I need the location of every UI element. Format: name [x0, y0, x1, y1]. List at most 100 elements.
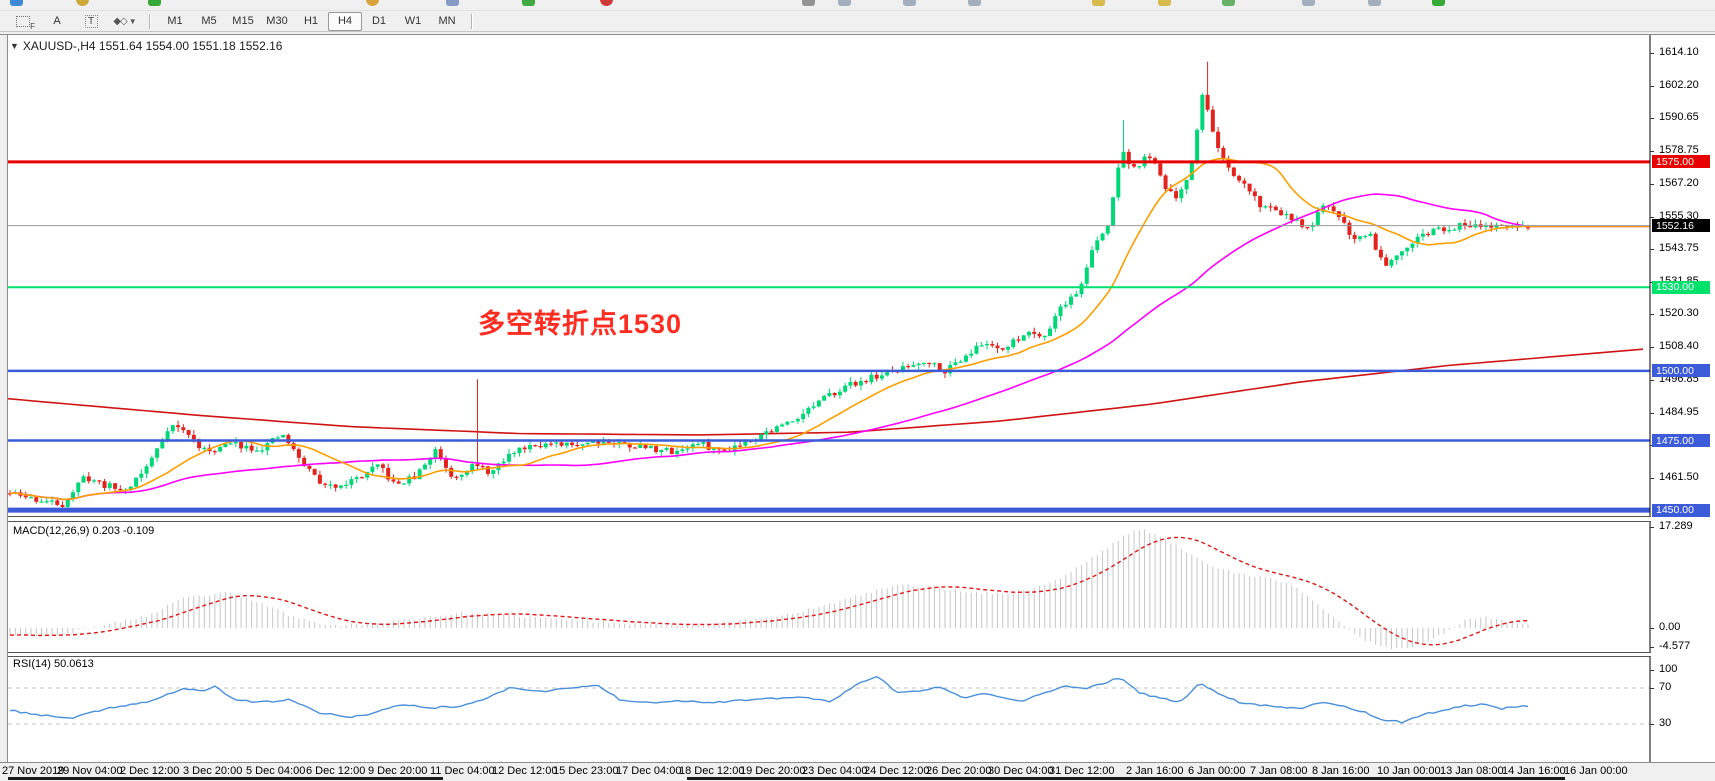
timeframe-button-m1[interactable]: M1 [167, 15, 183, 27]
scale-tick [1650, 670, 1654, 671]
chevron-down-icon: ▼ [128, 16, 137, 26]
panel-splitter[interactable] [8, 516, 1715, 522]
shapes-dropdown-button[interactable]: ◆◇ ▼ [108, 12, 142, 31]
date-label: 8 Jan 16:00 [1312, 765, 1370, 777]
add-indicator-icon[interactable] [148, 0, 161, 6]
scale-tick [1650, 248, 1654, 250]
window-left-border [7, 35, 8, 762]
scrollbar-segment[interactable] [8, 777, 443, 780]
timeframe-button-w1[interactable]: W1 [404, 15, 422, 27]
scale-tick [1650, 314, 1654, 316]
timeframe-button-m15[interactable]: M15 [232, 15, 254, 27]
grid-f-icon: F [16, 15, 35, 31]
timeframe-button-mn[interactable]: MN [438, 15, 456, 27]
symbol-collapse-icon[interactable]: ▼ [10, 41, 19, 51]
date-label: 6 Jan 00:00 [1188, 765, 1246, 777]
date-label: 15 Dec 23:00 [553, 765, 619, 777]
date-label: 17 Dec 04:00 [616, 765, 682, 777]
price-level-badge: 1575.00 [1652, 155, 1710, 169]
price-level-badge: 1500.00 [1652, 364, 1710, 378]
price-tick-label: 1461.50 [1659, 471, 1699, 484]
scale-tick [1650, 379, 1654, 381]
zoom-out-icon[interactable] [1368, 0, 1381, 6]
date-label: 31 Dec 12:00 [1049, 765, 1115, 777]
refresh-icon[interactable] [522, 0, 535, 6]
cursor-icon[interactable] [1092, 0, 1105, 6]
current-price-badge: 1552.16 [1652, 219, 1710, 233]
timeframe-button-h4[interactable]: H4 [328, 11, 362, 31]
date-label: 7 Jan 08:00 [1250, 765, 1308, 777]
panel-splitter[interactable] [8, 652, 1715, 657]
scale-tick [1650, 347, 1654, 349]
text-label-button[interactable]: A [53, 15, 61, 27]
time-axis[interactable]: 27 Nov 2019 29 Nov 04:00 2 Dec 12:00 3 Dec … [0, 763, 1715, 781]
timeframe-button-m30[interactable]: M30 [266, 15, 288, 27]
scale-tick [1650, 526, 1654, 528]
scale-tick [1650, 216, 1654, 218]
date-label: 27 Nov 2019 [2, 765, 65, 777]
window-bottom-border [0, 762, 1715, 763]
bar-chart-icon[interactable] [838, 0, 851, 6]
grid-icon[interactable] [1222, 0, 1235, 6]
rsi-scale-label: 100 [1659, 663, 1678, 675]
timeframe-button-h1[interactable]: H1 [303, 15, 319, 27]
price-tick-label: 1543.75 [1659, 241, 1699, 254]
shapes-icon: ◆◇ [113, 15, 127, 27]
date-label: 12 Dec 12:00 [492, 765, 558, 777]
date-label: 2 Dec 12:00 [120, 765, 180, 777]
timeframe-button-m5[interactable]: M5 [201, 15, 217, 27]
price-tick-label: 1555.30 [1659, 209, 1699, 222]
stop-icon[interactable] [600, 0, 613, 6]
date-label: 30 Dec 04:00 [988, 765, 1054, 777]
scrollbar-segment[interactable] [687, 777, 1565, 780]
crosshair-icon[interactable] [1158, 0, 1171, 6]
date-label: 13 Jan 08:00 [1440, 765, 1504, 777]
top-toolbar[interactable] [0, 0, 1715, 11]
price-level-badge: 1530.00 [1652, 280, 1710, 294]
macd-scale-label: 17.289 [1659, 519, 1693, 532]
scale-tick [1650, 53, 1654, 54]
date-label: 2 Jan 16:00 [1126, 765, 1184, 777]
chart-title-text: XAUUSD-,H4 1551.64 1554.00 1551.18 1552.… [22, 39, 283, 53]
date-label: 14 Jan 16:00 [1502, 765, 1566, 777]
date-label: 18 Dec 12:00 [679, 765, 745, 777]
add-chart-icon[interactable] [1432, 0, 1445, 6]
scale-tick [1650, 151, 1654, 153]
macd-scale-label: -4.577 [1659, 640, 1691, 652]
scale-tick [1650, 688, 1654, 689]
price-tick-label: 1590.65 [1659, 111, 1699, 124]
chart-text-annotation[interactable]: 多空转折点1530 [478, 309, 683, 339]
price-level-badge: 1475.00 [1652, 434, 1710, 448]
price-scale[interactable]: 1614.10 1602.20 1590.65 1578.75 1567.20 1555.… [1650, 35, 1715, 762]
new-chart-icon[interactable] [10, 0, 23, 6]
print-icon[interactable] [446, 0, 459, 6]
alert-icon[interactable] [366, 0, 379, 6]
date-label: 10 Jan 00:00 [1377, 765, 1441, 777]
date-label: 29 Nov 04:00 [57, 765, 123, 777]
zoom-in-icon[interactable] [1302, 0, 1315, 6]
date-label: 5 Dec 04:00 [246, 765, 306, 777]
text-box-button[interactable]: T [74, 12, 108, 31]
equals-icon[interactable] [802, 0, 815, 6]
date-label: 23 Dec 04:00 [802, 765, 868, 777]
timeframe-button-d1[interactable]: D1 [371, 15, 387, 27]
toolbar-separator [149, 13, 151, 29]
price-tick-label: 1614.10 [1659, 46, 1699, 58]
crosshair-grid-button[interactable]: F [6, 12, 40, 31]
date-label: 26 Dec 20:00 [926, 765, 992, 777]
chart-window[interactable] [8, 35, 1715, 762]
candle-chart-icon[interactable] [903, 0, 916, 6]
rsi-scale-label: 30 [1659, 717, 1672, 729]
rsi-scale-label: 70 [1659, 681, 1672, 693]
scale-tick [1650, 478, 1654, 480]
price-tick-label: 1508.40 [1659, 340, 1699, 353]
line-chart-icon[interactable] [968, 0, 981, 6]
zoom-icon[interactable] [76, 0, 89, 6]
chart-title: ▼ XAUUSD-,H4 1551.64 1554.00 1551.18 155… [10, 39, 282, 53]
scale-tick [1650, 86, 1654, 88]
scale-tick [1650, 118, 1654, 120]
price-tick-label: 1567.20 [1659, 176, 1699, 189]
timeframe-buttons: M1 M5 M15 M30 H1 H4 D1 W1 MN [158, 11, 464, 31]
date-label: 19 Dec 20:00 [740, 765, 806, 777]
